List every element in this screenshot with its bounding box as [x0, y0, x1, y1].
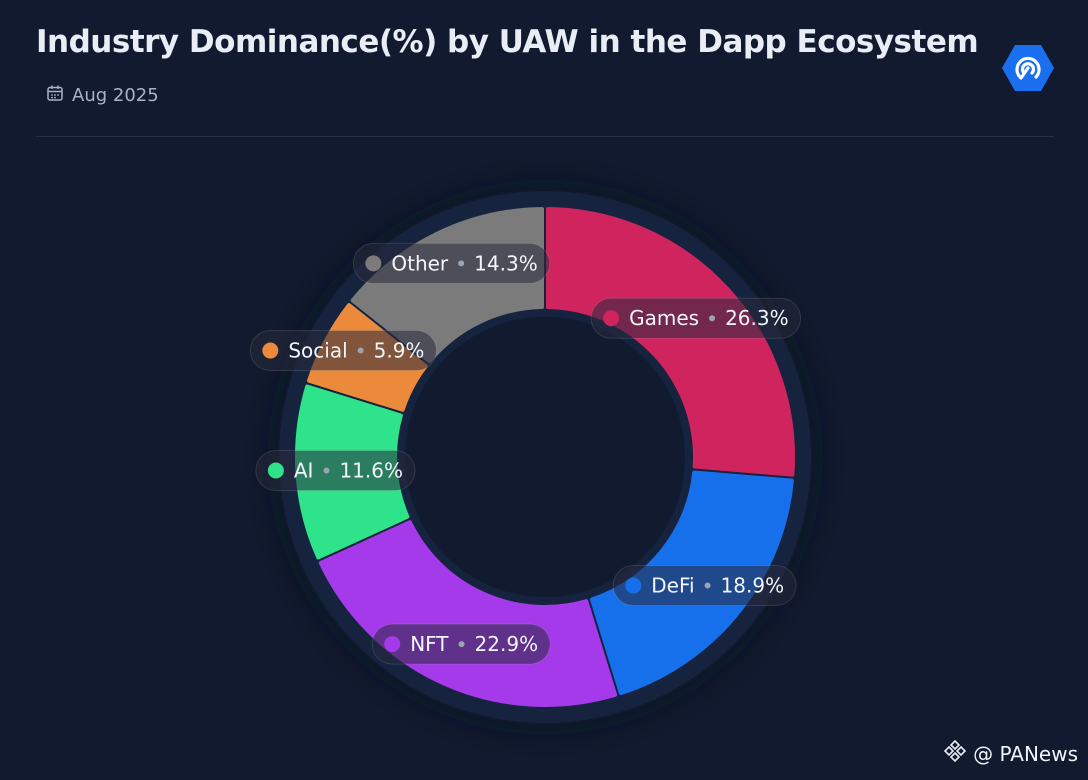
label-ai: AI 11.6%	[255, 450, 416, 492]
separator-dot	[458, 641, 465, 648]
label-pill-background	[352, 242, 551, 284]
binance-square-icon	[943, 739, 967, 768]
label-games: Games 26.3%	[590, 297, 802, 339]
source-label: @ PANews	[973, 741, 1078, 766]
label-pill-background	[590, 297, 802, 339]
slice-value-label: 26.3%	[725, 306, 789, 330]
footer-source: @ PANews	[943, 739, 1078, 768]
slice-category-label: NFT	[410, 632, 449, 656]
label-social: Social 5.9%	[249, 330, 437, 372]
separator-dot	[704, 582, 711, 589]
label-defi: DeFi 18.9%	[612, 565, 797, 607]
slice-value-label: 22.9%	[475, 632, 539, 656]
date-label: Aug 2025	[72, 85, 159, 106]
label-other: Other 14.3%	[352, 242, 551, 284]
slice-value-label: 18.9%	[721, 574, 785, 598]
slice-category-label: DeFi	[651, 574, 694, 598]
donut-hole	[405, 317, 685, 597]
separator-dot	[458, 260, 465, 267]
legend-dot	[365, 255, 382, 272]
label-pill-background	[255, 450, 416, 492]
separator-dot	[709, 315, 716, 322]
slice-value-label: 14.3%	[474, 251, 538, 275]
legend-dot	[267, 462, 284, 479]
label-nft: NFT 22.9%	[371, 623, 551, 665]
slice-category-label: Other	[391, 251, 449, 275]
slice-category-label: Games	[629, 306, 699, 330]
legend-dot	[262, 342, 279, 359]
legend-dot	[603, 310, 620, 327]
slice-value-label: 5.9%	[374, 339, 425, 363]
slice-category-label: Social	[288, 339, 347, 363]
legend-dot	[384, 636, 401, 653]
chart-title: Industry Dominance(%) by UAW in the Dapp…	[36, 24, 979, 60]
calendar-icon	[46, 84, 64, 107]
date-row: Aug 2025	[46, 84, 159, 107]
separator-dot	[357, 347, 364, 354]
slice-value-label: 11.6%	[339, 459, 403, 483]
slice-category-label: AI	[294, 459, 314, 483]
separator-dot	[323, 467, 330, 474]
header-divider	[36, 136, 1054, 137]
legend-dot	[625, 577, 642, 594]
label-pill-background	[249, 330, 437, 372]
dappradar-logo-icon	[1002, 44, 1054, 92]
